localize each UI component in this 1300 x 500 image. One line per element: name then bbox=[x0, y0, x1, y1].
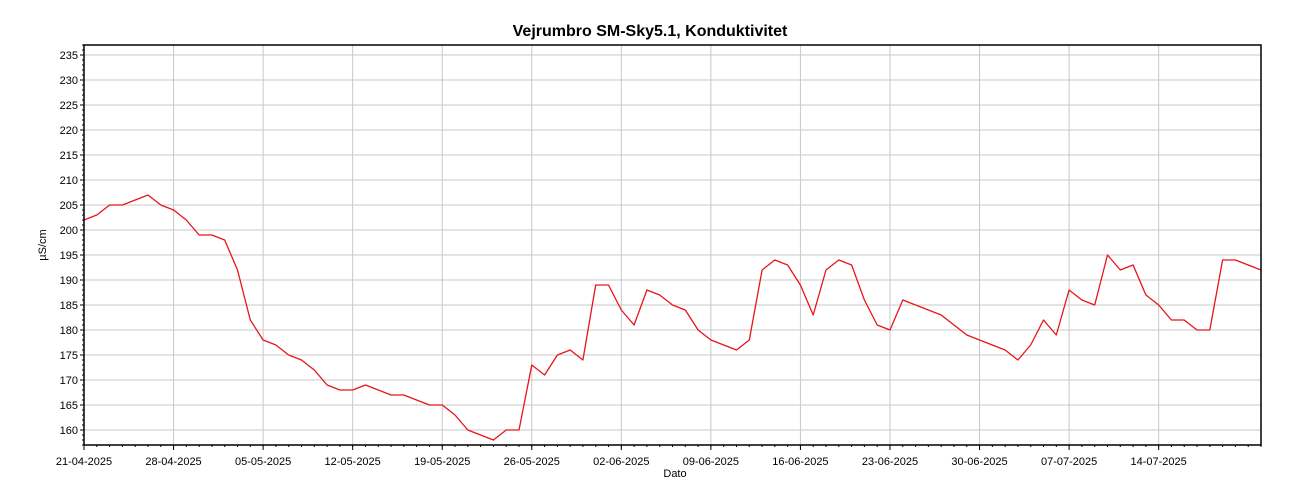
y-tick-label: 195 bbox=[60, 250, 78, 262]
y-tick-label: 225 bbox=[60, 100, 78, 112]
x-tick-label: 28-04-2025 bbox=[145, 456, 201, 468]
x-axis-label: Dato bbox=[663, 468, 686, 480]
y-tick-labels: 160 165 170 175 180 185 190 195 200 205 210 215 220 2… bbox=[60, 50, 78, 437]
y-tick-label: 160 bbox=[60, 425, 78, 437]
series-line bbox=[83, 194, 1262, 441]
axis-ticks bbox=[80, 44, 1262, 450]
y-tick-label: 220 bbox=[60, 125, 78, 137]
y-tick-label: 210 bbox=[60, 175, 78, 187]
x-tick-label: 02-06-2025 bbox=[593, 456, 649, 468]
y-axis-label: µS/cm bbox=[37, 229, 49, 260]
series-layer bbox=[83, 194, 1262, 441]
x-tick-label: 30-06-2025 bbox=[951, 456, 1007, 468]
x-tick-label: 07-07-2025 bbox=[1041, 456, 1097, 468]
y-tick-label: 215 bbox=[60, 150, 78, 162]
x-tick-label: 26-05-2025 bbox=[504, 456, 560, 468]
y-tick-label: 190 bbox=[60, 275, 78, 287]
y-tick-label: 200 bbox=[60, 225, 78, 237]
x-tick-label: 16-06-2025 bbox=[772, 456, 828, 468]
y-tick-label: 205 bbox=[60, 200, 78, 212]
chart-title: Vejrumbro SM-Sky5.1, Konduktivitet bbox=[513, 23, 788, 40]
y-tick-label: 230 bbox=[60, 75, 78, 87]
x-tick-label: 14-07-2025 bbox=[1131, 456, 1187, 468]
x-tick-label: 19-05-2025 bbox=[414, 456, 470, 468]
x-tick-label: 05-05-2025 bbox=[235, 456, 291, 468]
x-tick-label: 23-06-2025 bbox=[862, 456, 918, 468]
y-tick-label: 180 bbox=[60, 325, 78, 337]
y-tick-label: 170 bbox=[60, 375, 78, 387]
x-tick-labels: 21-04-2025 28-04-2025 05-05-2025 12-05-2025… bbox=[56, 456, 1187, 468]
x-tick-label: 12-05-2025 bbox=[325, 456, 381, 468]
y-tick-label: 175 bbox=[60, 350, 78, 362]
grid-lines bbox=[83, 45, 1261, 445]
y-tick-label: 235 bbox=[60, 50, 78, 62]
x-tick-label: 21-04-2025 bbox=[56, 456, 112, 468]
y-tick-label: 185 bbox=[60, 300, 78, 312]
x-tick-label: 09-06-2025 bbox=[683, 456, 739, 468]
y-tick-label: 165 bbox=[60, 400, 78, 412]
